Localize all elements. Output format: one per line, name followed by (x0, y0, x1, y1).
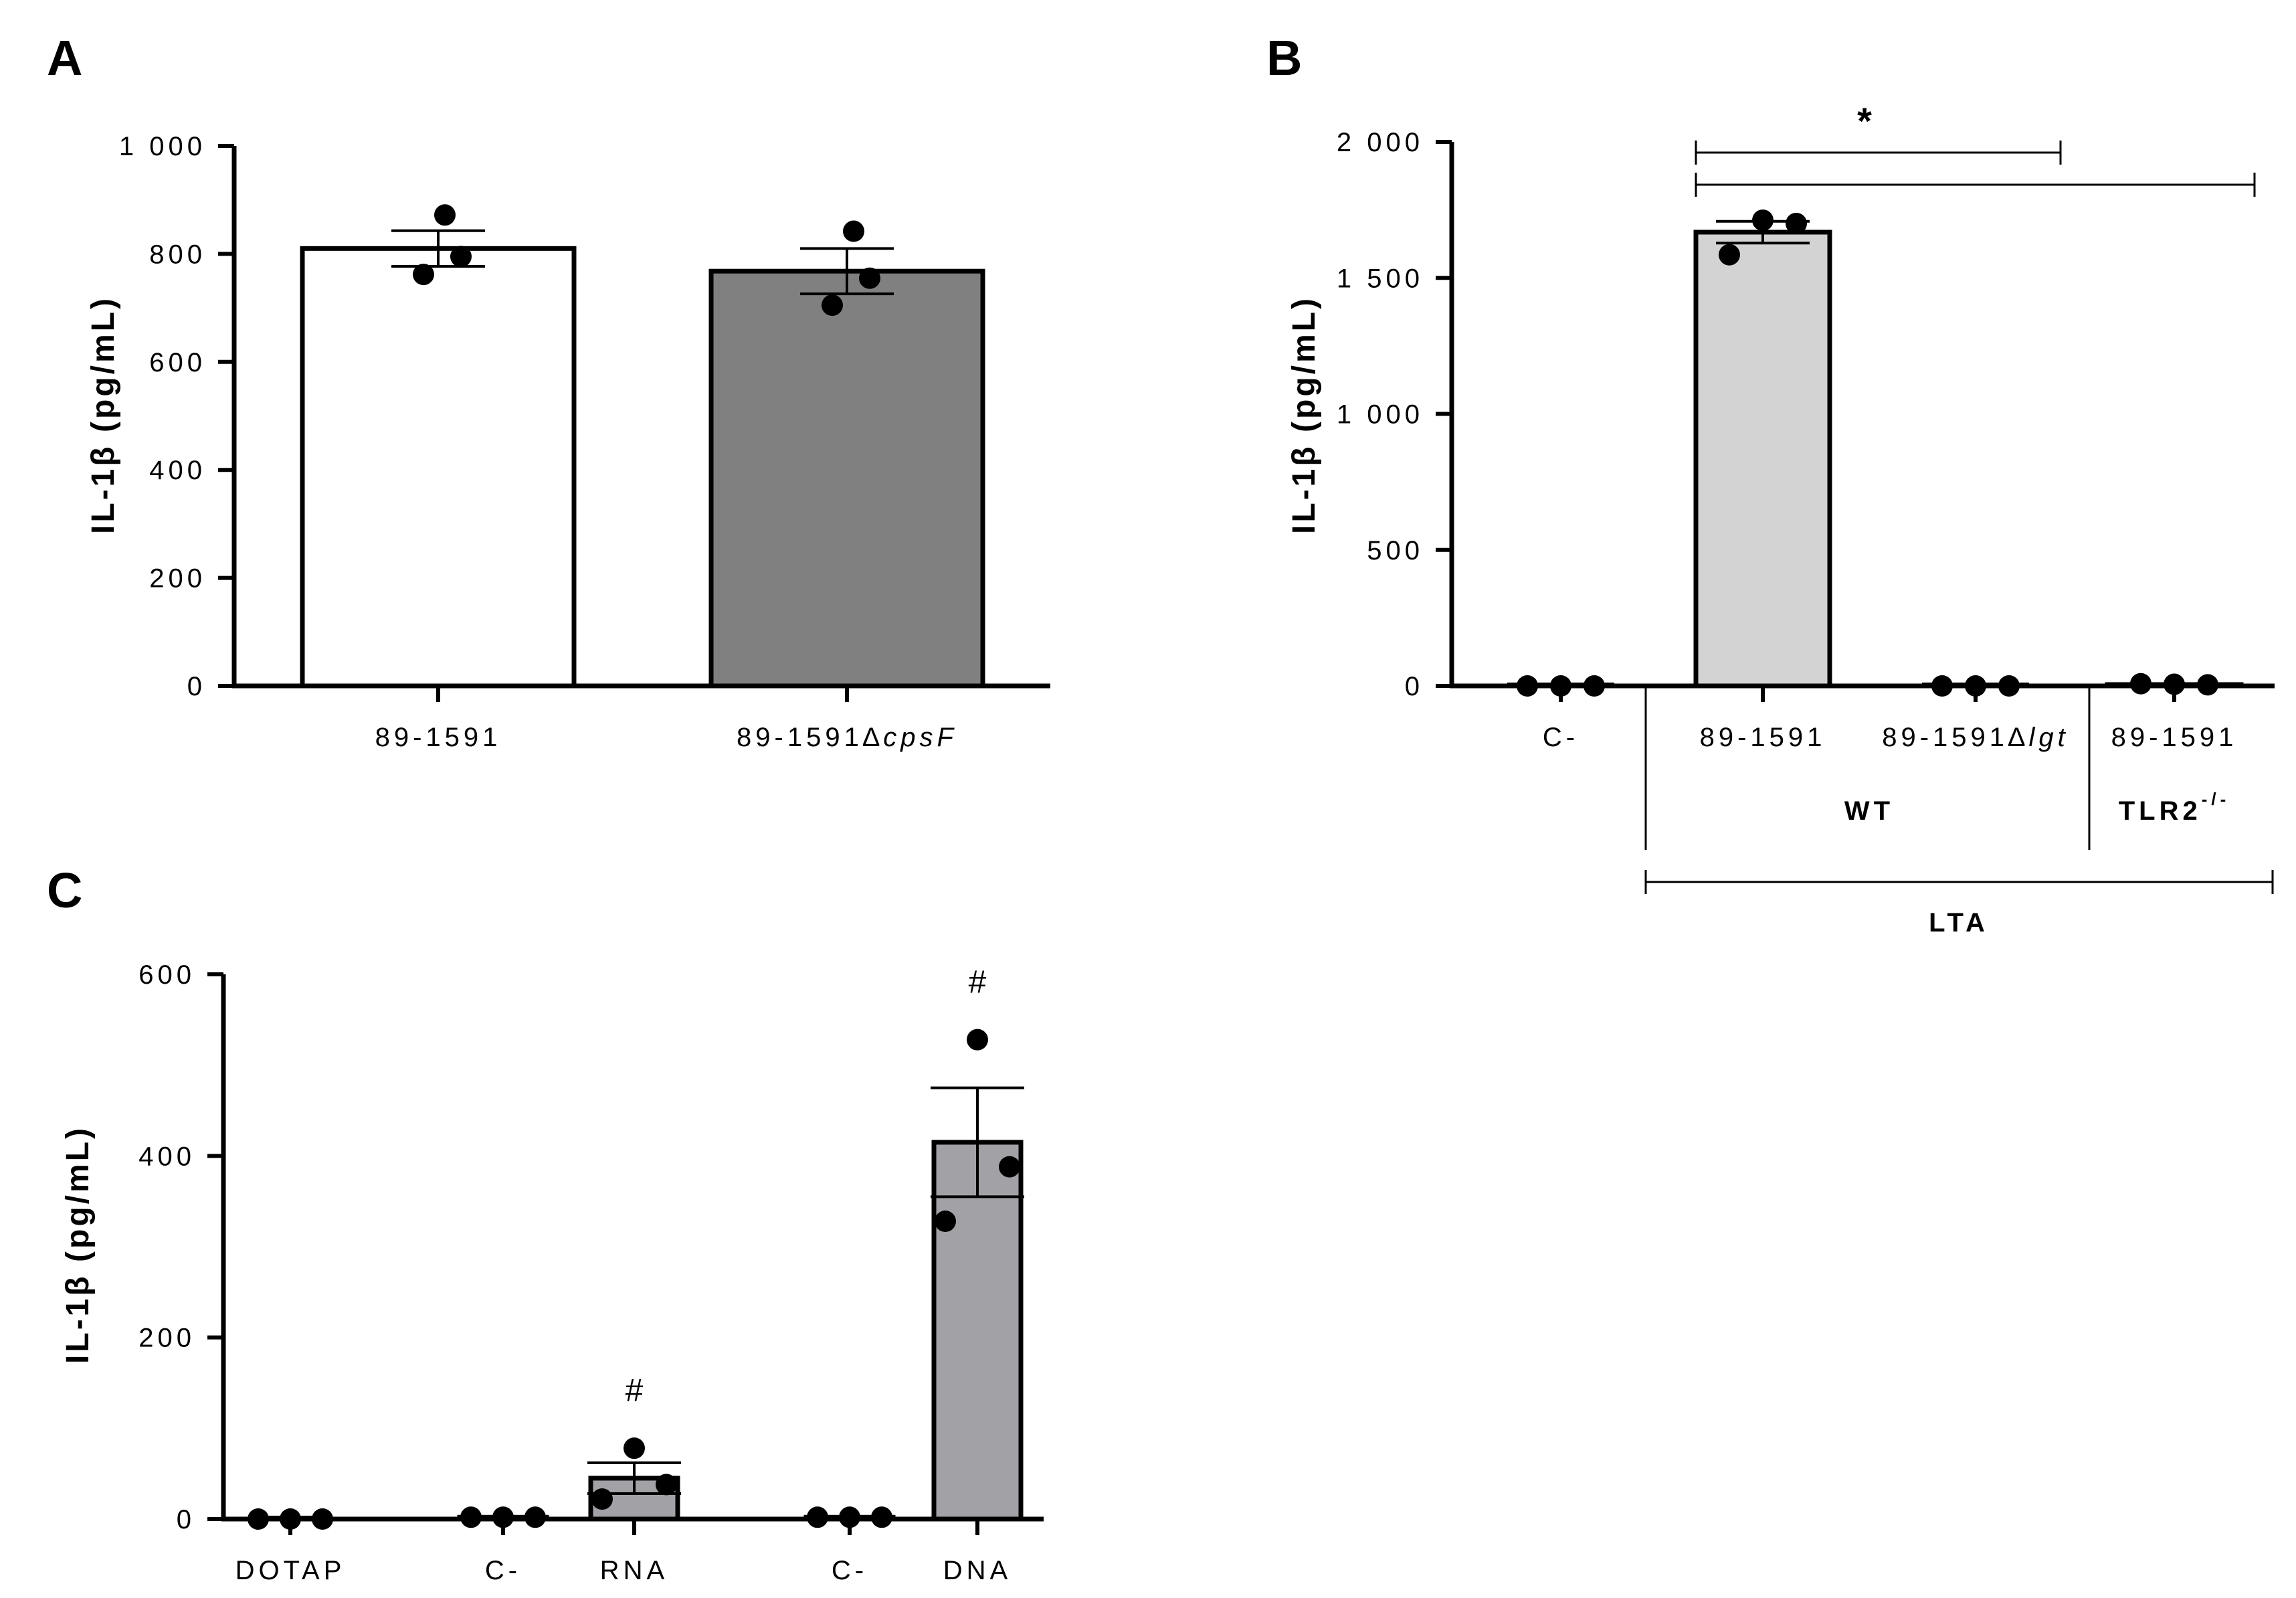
chart-b-group-label-tlr2: TLR2-/- (2119, 789, 2230, 826)
panel-letter-c: C (47, 863, 82, 918)
chart-c-data-point (656, 1474, 677, 1496)
chart-b-y-tick-label: 2 000 (1337, 128, 1424, 157)
chart-b-y-axis-label: IL-1β (pg/mL) (1286, 296, 1322, 534)
chart-b-data-point (2197, 674, 2218, 696)
chart-b-x-tick-label: 89-1591 (1700, 723, 1826, 752)
chart-a: 0 200 400 600 800 1 000 IL-1β (pg/mL) 89-1591 89… (86, 132, 1050, 752)
chart-b-group-label-wt: WT (1844, 796, 1894, 826)
chart-a-data-point (843, 220, 864, 242)
category-label-suffix: lgt (2029, 723, 2069, 752)
chart-b-data-point (2164, 673, 2185, 695)
category-label: DNA (943, 1556, 1012, 1585)
chart-b-data-point (1998, 675, 2020, 697)
chart-c-data-point (312, 1508, 333, 1530)
chart-c-y-tick-label: 200 (138, 1324, 195, 1353)
category-label: 89-1591 (375, 723, 502, 752)
chart-a-data-point (822, 294, 843, 317)
tlr2-label: TLR2 (2119, 796, 2202, 826)
chart-b-data-point (1517, 675, 1538, 697)
chart-a-x-tick-label: 89-1591 (375, 723, 502, 752)
chart-c-y-tick-label: 0 (177, 1505, 195, 1534)
chart-c-significance-marker: # (969, 965, 987, 1000)
chart-c-data-point (839, 1506, 860, 1528)
chart-c-bar (931, 1140, 1024, 1522)
chart-a-bar (708, 268, 985, 689)
chart-c-y-tick-label: 400 (138, 1142, 195, 1171)
chart-c-x-tick-label: DNA (943, 1556, 1012, 1585)
panel-letter-b: B (1266, 30, 1302, 86)
chart-c-x-tick-label: C- (485, 1556, 521, 1585)
category-label: 89-1591∆ (1882, 723, 2028, 752)
chart-a-y-axis-label: IL-1β (pg/mL) (86, 296, 121, 534)
chart-b-group-label-lta: LTA (1929, 908, 1989, 938)
chart-b: 0 500 1 000 1 500 2 000 IL-1β (pg/mL) C- 89-159… (1286, 100, 2275, 938)
chart-c-data-point (524, 1506, 546, 1528)
chart-a-y-tick-label: 200 (149, 564, 206, 594)
chart-c-x-tick-label: RNA (600, 1556, 668, 1585)
chart-b-y-tick-label: 1 000 (1337, 400, 1424, 430)
chart-c-data-point (624, 1437, 645, 1459)
chart-a-y-tick-label: 600 (149, 348, 206, 377)
category-label: C- (485, 1556, 521, 1585)
chart-c-x-tick-label: DOTAP (235, 1556, 346, 1585)
chart-c-data-point (591, 1488, 613, 1510)
chart-b-y-tick-label: 0 (1405, 672, 1424, 701)
chart-a-data-point (450, 246, 472, 268)
category-label: 89-1591 (1700, 723, 1826, 752)
chart-b-data-point (1584, 675, 1605, 697)
chart-a-data-point (434, 204, 456, 226)
chart-c-data-point (280, 1508, 301, 1530)
category-label: C- (832, 1556, 868, 1585)
chart-b-data-point (1786, 212, 1807, 234)
chart-c: 0 200 400 600 IL-1β (pg/mL) DOTAP C- RNA # C- DNA # (60, 960, 1044, 1585)
chart-c-y-axis-label: IL-1β (pg/mL) (60, 1126, 96, 1364)
chart-a-y-tick-label: 800 (149, 240, 206, 269)
chart-b-x-tick-label: 89-1591 (2111, 723, 2238, 752)
chart-a-bar (300, 246, 577, 689)
chart-a-y-tick-label: 1 000 (119, 132, 206, 161)
category-label: 89-1591∆ (737, 723, 883, 752)
chart-a-y-tick-label: 400 (149, 456, 206, 485)
chart-c-data-point (460, 1506, 482, 1528)
chart-b-data-point (1931, 675, 1953, 697)
chart-a-data-point (413, 264, 434, 286)
category-label: RNA (600, 1556, 668, 1585)
chart-c-data-point (248, 1508, 269, 1530)
chart-b-x-tick-label: C- (1543, 723, 1579, 752)
category-label: 89-1591 (2111, 723, 2238, 752)
chart-c-y-tick-label: 600 (138, 960, 195, 990)
category-label: DOTAP (235, 1556, 346, 1585)
category-label-suffix: cpsF (883, 723, 957, 752)
chart-c-data-point (999, 1156, 1020, 1178)
panel-letter-a: A (47, 30, 82, 86)
chart-c-significance-marker: # (626, 1373, 644, 1409)
category-label: C- (1543, 723, 1579, 752)
chart-c-data-point (871, 1506, 892, 1528)
chart-c-data-point (967, 1029, 988, 1051)
chart-a-y-tick-label: 0 (187, 672, 206, 701)
chart-b-significance-star: * (1857, 100, 1872, 142)
chart-b-y-tick-label: 500 (1367, 536, 1424, 565)
chart-b-data-point (2130, 673, 2151, 695)
chart-b-x-tick-label: 89-1591∆lgt (1882, 723, 2069, 752)
chart-c-data-point (492, 1506, 514, 1528)
chart-b-y-tick-label: 1 500 (1337, 264, 1424, 293)
tlr2-superscript: -/- (2202, 789, 2230, 809)
chart-c-data-point (935, 1211, 956, 1233)
chart-b-data-point (1752, 209, 1774, 232)
chart-b-bar (1693, 230, 1832, 689)
chart-a-x-tick-label: 89-1591∆cpsF (737, 723, 957, 752)
chart-c-data-point (807, 1506, 828, 1528)
chart-b-data-point (1719, 244, 1740, 266)
chart-a-data-point (859, 267, 880, 289)
chart-b-data-point (1550, 675, 1571, 697)
chart-c-x-tick-label: C- (832, 1556, 868, 1585)
chart-b-data-point (1965, 675, 1986, 697)
